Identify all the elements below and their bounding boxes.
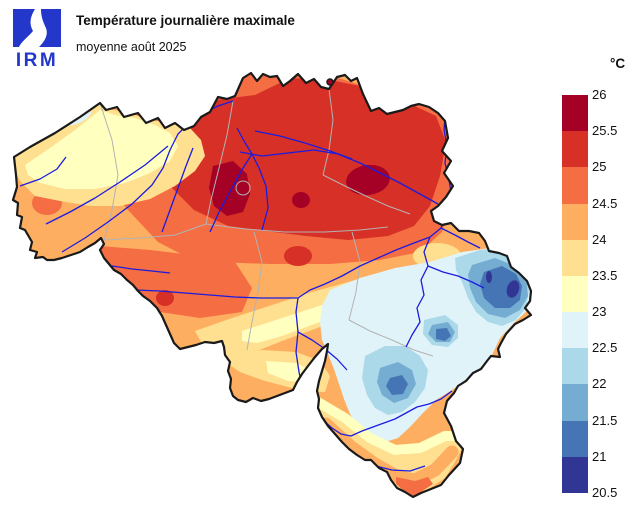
- legend-segment-6: [562, 312, 588, 349]
- legend-unit-label: °C: [610, 56, 626, 71]
- zone-23-23.5-gaume-band: [313, 397, 461, 455]
- irm-logo: IRM: [13, 9, 61, 69]
- river-vesdre: [440, 227, 481, 249]
- legend-tick-25: 25: [592, 159, 607, 175]
- legend-segment-8: [562, 384, 588, 421]
- legend-tick-23.5: 23.5: [592, 267, 618, 283]
- zone-24.5-25-gaume-tip: [396, 477, 433, 497]
- zone-20.5-21-botrange: [506, 280, 520, 298]
- border-liege-luxembourg: [348, 319, 434, 357]
- river-ourthe: [405, 236, 431, 348]
- zone-24-24.5-gaume-band: [319, 417, 459, 487]
- legend-tick-24: 24: [592, 231, 607, 247]
- river-senne: [209, 153, 253, 233]
- temperature-regions: [13, 73, 531, 497]
- zone-21-21.5-baraque: [436, 328, 451, 341]
- river-demer: [239, 149, 377, 172]
- border-west-east-flanders: [99, 102, 119, 241]
- legend-tick-25.5: 25.5: [592, 123, 618, 139]
- border-walloon-brabant: [205, 223, 389, 233]
- legend-colorbar: [562, 95, 588, 493]
- province-borders: [99, 88, 434, 357]
- legend-segment-4: [562, 239, 588, 276]
- legend-tick-22: 22: [592, 376, 607, 392]
- river-semois: [324, 390, 453, 437]
- baarle-hertog-enclave: [326, 78, 334, 86]
- border-brussels-region: [235, 180, 251, 196]
- zone-21-21.5-sthubert: [386, 375, 408, 395]
- zone-25-25.5-sambre: [284, 246, 312, 266]
- border-limburg-liege: [322, 174, 411, 215]
- border-antwerp-limburg: [322, 88, 334, 176]
- river-sambre: [134, 289, 298, 299]
- rivers: [19, 100, 485, 472]
- page-subtitle: moyenne août 2025: [76, 40, 187, 54]
- legend-tick-21: 21: [592, 448, 607, 464]
- river-dijle: [236, 127, 269, 231]
- legend-tick-labels: 26 25.5 25 24.5 24 23.5 23 22.5 22 21.5 21 20.5: [592, 87, 636, 500]
- border-hainaut-namur: [246, 231, 263, 351]
- river-yser: [19, 156, 67, 187]
- legend-tick-24.5: 24.5: [592, 195, 618, 211]
- legend-tick-22.5: 22.5: [592, 340, 618, 356]
- legend-segment-3: [562, 203, 588, 240]
- logo-shape-right: [39, 9, 61, 47]
- legend-tick-23: 23: [592, 304, 607, 320]
- logo-text: IRM: [16, 50, 58, 69]
- logo-shape-left: [13, 9, 35, 47]
- border-east-flanders-antwerp: [205, 100, 234, 225]
- legend-tick-20.5: 20.5: [592, 485, 618, 500]
- river-ambleve: [427, 265, 485, 289]
- legend-tick-26: 26: [592, 87, 607, 102]
- zone-25.5-26-small: [292, 192, 310, 208]
- legend-segment-7: [562, 348, 588, 385]
- country-border: [11, 71, 533, 499]
- zone-25-25.5-border: [156, 290, 174, 306]
- legend-tick-21.5: 21.5: [592, 412, 618, 428]
- legend-segment-0: [562, 95, 588, 132]
- river-haine: [111, 265, 171, 274]
- river-jeker: [375, 170, 439, 205]
- border-language: [103, 223, 207, 241]
- page-title: Température journalière maximale: [76, 13, 295, 28]
- zone-20.5-21-north-spot: [486, 271, 492, 283]
- legend-segment-1: [562, 131, 588, 168]
- legend-segment-9: [562, 420, 588, 457]
- legend-segment-2: [562, 167, 588, 204]
- legend-segment-5: [562, 275, 588, 313]
- border-namur-liege: [348, 231, 361, 321]
- legend-segment-10: [562, 456, 588, 493]
- river-leie: [45, 145, 169, 225]
- river-dender: [161, 147, 194, 233]
